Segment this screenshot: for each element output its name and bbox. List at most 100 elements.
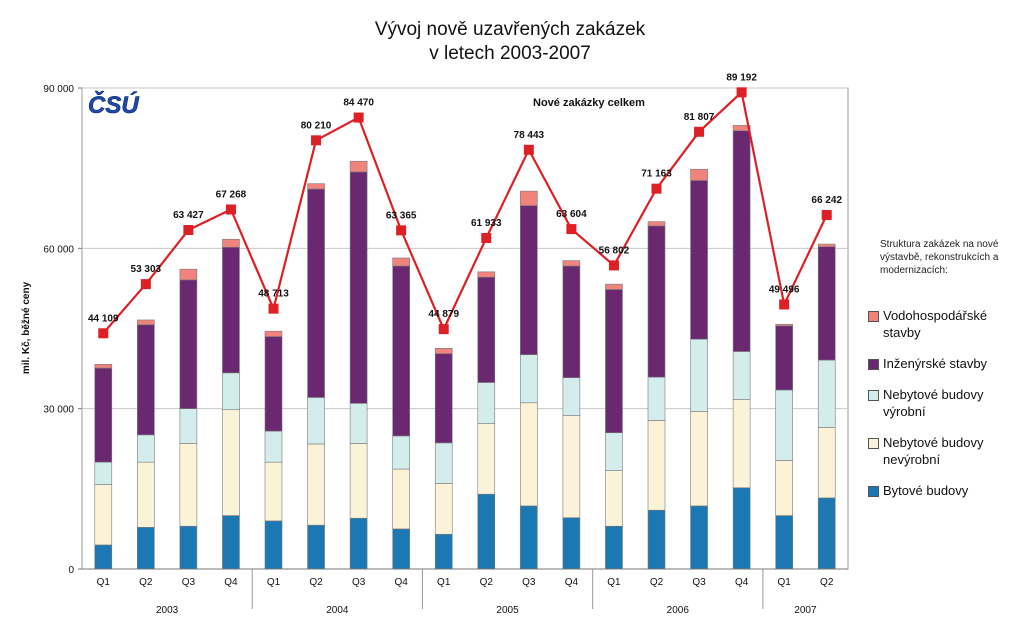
data-label: 49 496 bbox=[769, 284, 800, 295]
bar-segment bbox=[179, 443, 198, 527]
total-marker bbox=[98, 328, 109, 339]
bar-segment bbox=[775, 323, 793, 327]
bar-segment bbox=[775, 325, 793, 391]
legend: Struktura zakázek na nové výstavbě, reko… bbox=[868, 238, 1018, 513]
total-marker bbox=[225, 204, 236, 215]
bar-segment bbox=[307, 188, 325, 398]
bar-segment bbox=[179, 279, 198, 409]
total-marker bbox=[694, 126, 705, 137]
bar-segment bbox=[137, 324, 155, 436]
bar-segment bbox=[434, 533, 453, 570]
x-tick-label: Q3 bbox=[182, 577, 196, 588]
bar-segment bbox=[392, 468, 410, 530]
data-label: 56 802 bbox=[599, 245, 630, 256]
legend-item-vyrobni: Nebytové budovy výrobní bbox=[868, 386, 1018, 420]
data-label: 78 443 bbox=[514, 130, 545, 141]
gridlines bbox=[82, 87, 848, 410]
bar-segment bbox=[179, 268, 198, 281]
bar-segment bbox=[690, 338, 708, 412]
legend-label: Nebytové budovy nevýrobní bbox=[883, 435, 984, 467]
data-label: 48 713 bbox=[258, 289, 289, 300]
bar-segment bbox=[137, 319, 155, 326]
bar-segment bbox=[605, 289, 623, 434]
bar-segment bbox=[732, 399, 751, 489]
bar-segment bbox=[520, 402, 538, 507]
bar-segment bbox=[775, 460, 793, 516]
bar-segment bbox=[94, 461, 113, 485]
bar-segment bbox=[817, 359, 836, 428]
total-marker bbox=[481, 233, 492, 244]
bar-segment bbox=[349, 517, 368, 570]
bar-segment bbox=[562, 265, 581, 378]
bar-segment bbox=[222, 515, 240, 570]
x-tick-label: Q3 bbox=[352, 577, 366, 588]
chart-title-line2: v letech 2003-2007 bbox=[429, 43, 591, 64]
total-marker bbox=[651, 183, 662, 194]
bar-segment bbox=[690, 180, 708, 340]
bar-segment bbox=[732, 125, 751, 132]
total-marker bbox=[311, 135, 322, 146]
x-tick-label: Q4 bbox=[565, 577, 579, 588]
plot-area bbox=[81, 87, 849, 570]
bar-segment bbox=[562, 377, 581, 416]
bar-segment bbox=[647, 225, 666, 378]
bar-segment bbox=[562, 415, 581, 518]
legend-swatch bbox=[868, 390, 879, 401]
total-marker bbox=[140, 279, 151, 290]
year-label: 2007 bbox=[794, 605, 817, 616]
total-marker bbox=[523, 144, 534, 155]
data-label: 89 192 bbox=[726, 72, 757, 83]
bar-segment bbox=[690, 168, 708, 181]
bar-segment bbox=[307, 524, 325, 570]
bar-segment bbox=[732, 487, 751, 570]
chart-title: Vývoj nově uzavřených zakázek v letech 2… bbox=[250, 18, 770, 66]
data-label: 63 365 bbox=[386, 210, 417, 221]
data-label: 81 807 bbox=[684, 112, 715, 123]
total-marker bbox=[608, 260, 619, 271]
x-tick-label: Q4 bbox=[224, 577, 238, 588]
data-label: 53 303 bbox=[131, 264, 162, 275]
bar-segment bbox=[349, 171, 368, 404]
bar-segment bbox=[690, 411, 708, 507]
bar-segment bbox=[605, 283, 623, 290]
y-tick-label: 90 000 bbox=[43, 84, 74, 95]
y-tick-label: 60 000 bbox=[43, 244, 74, 255]
x-tick-label: Q4 bbox=[394, 577, 408, 588]
bar-segment bbox=[94, 364, 113, 369]
x-tick-label: Q2 bbox=[820, 577, 834, 588]
y-axis-label: mil. Kč, běžné ceny bbox=[21, 281, 32, 374]
total-marker bbox=[268, 303, 279, 314]
total-marker bbox=[779, 299, 790, 310]
year-label: 2004 bbox=[326, 605, 349, 616]
bar-segment bbox=[775, 515, 793, 570]
bar-segment bbox=[137, 434, 155, 463]
bar-segment bbox=[477, 382, 496, 424]
bar-segment bbox=[94, 544, 113, 570]
bar-segment bbox=[647, 221, 666, 227]
bar-segment bbox=[477, 276, 496, 383]
year-label: 2005 bbox=[496, 605, 519, 616]
bar-segment bbox=[647, 376, 666, 421]
bar-segment bbox=[392, 265, 410, 437]
bar-segment bbox=[605, 432, 623, 471]
bar-segment bbox=[94, 484, 113, 546]
total-marker bbox=[396, 225, 407, 236]
bar-segment bbox=[434, 353, 453, 444]
legend-swatch bbox=[868, 438, 879, 449]
bar-segment bbox=[392, 528, 410, 570]
x-tick-label: Q1 bbox=[97, 577, 111, 588]
x-tick-label: Q2 bbox=[139, 577, 153, 588]
bar-segment bbox=[647, 420, 666, 511]
series-line-label: Nové zakázky celkem bbox=[533, 97, 645, 109]
bar-segment bbox=[264, 430, 283, 463]
data-label: 63 604 bbox=[556, 209, 587, 220]
total-line-group: 44 109 53 303 63 427 67 268 48 713 80 210 84 4… bbox=[88, 72, 842, 339]
legend-swatch bbox=[868, 311, 879, 322]
bar-segment bbox=[605, 525, 623, 570]
total-marker bbox=[438, 324, 449, 335]
bar-segment bbox=[94, 367, 113, 463]
x-tick-label: Q1 bbox=[777, 577, 791, 588]
chart-title-line1: Vývoj nově uzavřených zakázek bbox=[374, 19, 646, 40]
x-tick-label: Q1 bbox=[437, 577, 451, 588]
bar-segment bbox=[477, 493, 496, 570]
